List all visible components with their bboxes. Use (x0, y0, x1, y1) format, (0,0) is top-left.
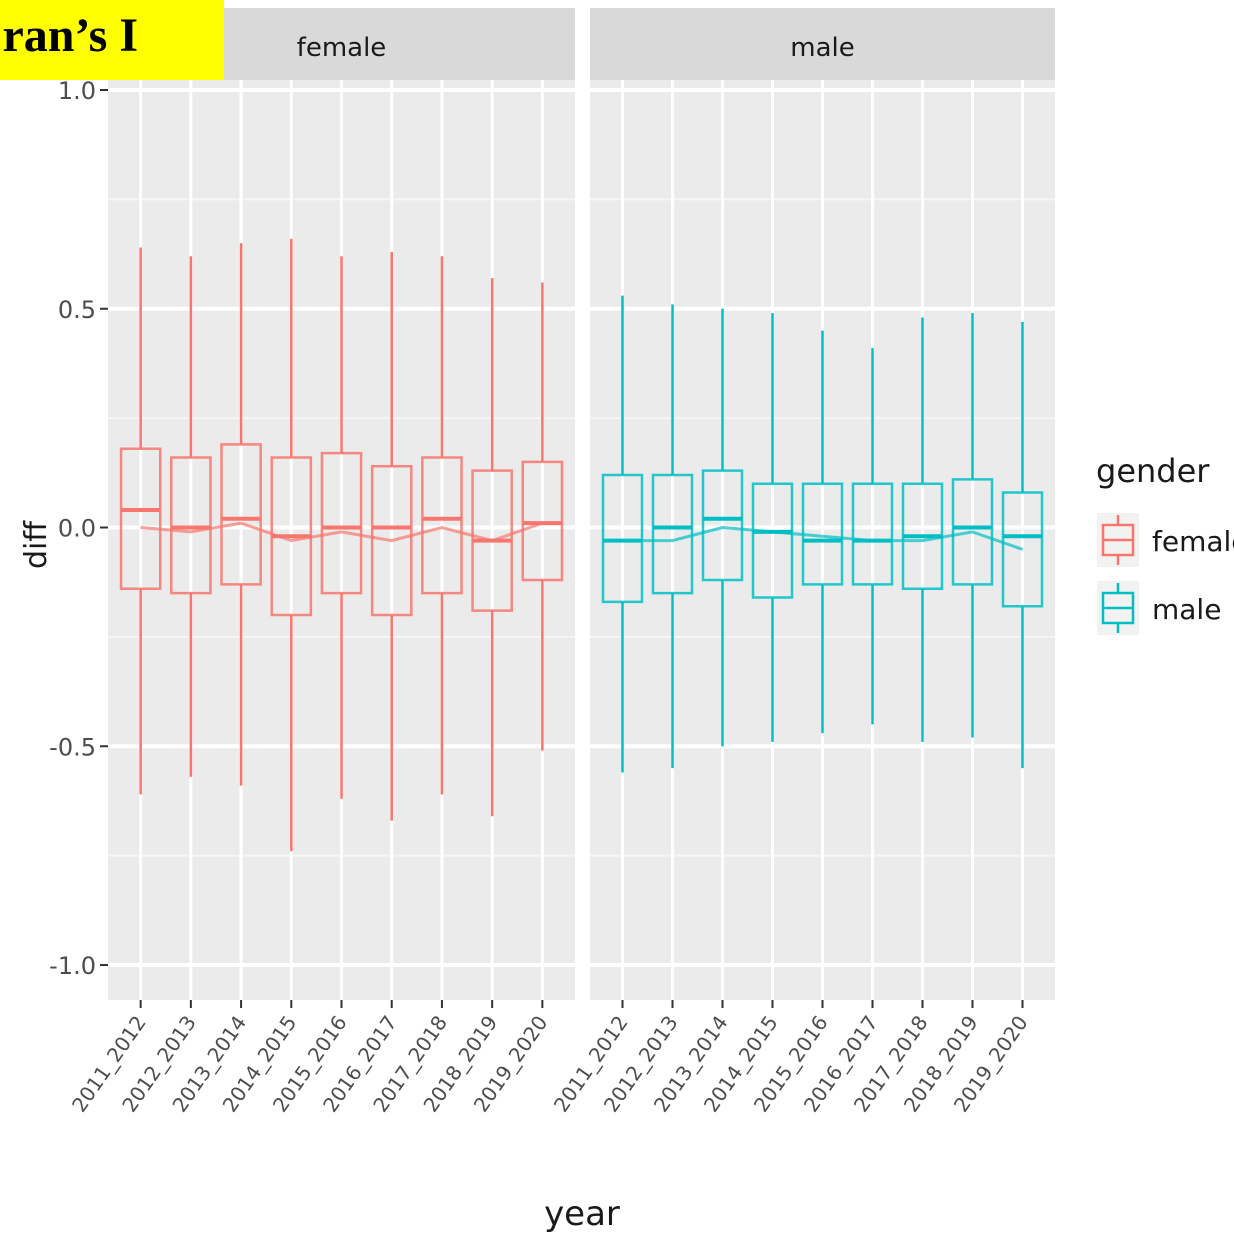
y-axis-title: diff (19, 520, 54, 569)
box-rect (751, 482, 794, 599)
x-axis-title: year (544, 1194, 620, 1234)
legend-title: gender (1096, 452, 1210, 490)
y-tick-label: 1.0 (58, 77, 96, 105)
legend-label-male: male (1152, 593, 1221, 626)
box-male-2018_2019 (951, 313, 994, 738)
box-male-2013_2014 (701, 308, 744, 747)
box-female-2017_2018 (421, 256, 463, 795)
box-rect (601, 473, 644, 604)
box-female-2019_2020 (521, 282, 564, 751)
box-rect (119, 447, 162, 590)
box-rect (851, 482, 894, 586)
trend-line-female (140, 521, 543, 543)
box-rect (521, 460, 564, 582)
facet-strip-male (590, 8, 1055, 80)
box-rect (220, 443, 262, 586)
y-tick-label: -1.0 (49, 952, 96, 980)
facet-label-female: female (297, 33, 387, 63)
box-rect (951, 478, 994, 586)
facet-label-male: male (790, 33, 854, 63)
box-rect (170, 456, 212, 595)
box-female-2013_2014 (220, 243, 262, 786)
box-rect (1001, 491, 1044, 608)
box-rect (320, 451, 363, 595)
box-rect (421, 456, 463, 595)
overlay-label-box: ran’s I (0, 0, 224, 80)
box-female-2015_2016 (320, 256, 363, 799)
box-rect (701, 469, 744, 582)
y-tick-label: -0.5 (49, 733, 96, 761)
trend-line-male (622, 525, 1023, 551)
box-female-2016_2017 (370, 251, 413, 821)
y-tick-label: 0.0 (58, 515, 96, 543)
y-tick-label: 0.5 (58, 296, 96, 324)
box-rect (370, 465, 413, 617)
overlay-label: ran’s I (2, 9, 138, 62)
legend-label-female: female (1152, 525, 1234, 558)
box-male-2019_2020 (1001, 321, 1044, 769)
box-female-2011_2012 (119, 247, 162, 795)
legend: gender female male (1096, 452, 1234, 635)
box-female-2012_2013 (170, 256, 212, 777)
